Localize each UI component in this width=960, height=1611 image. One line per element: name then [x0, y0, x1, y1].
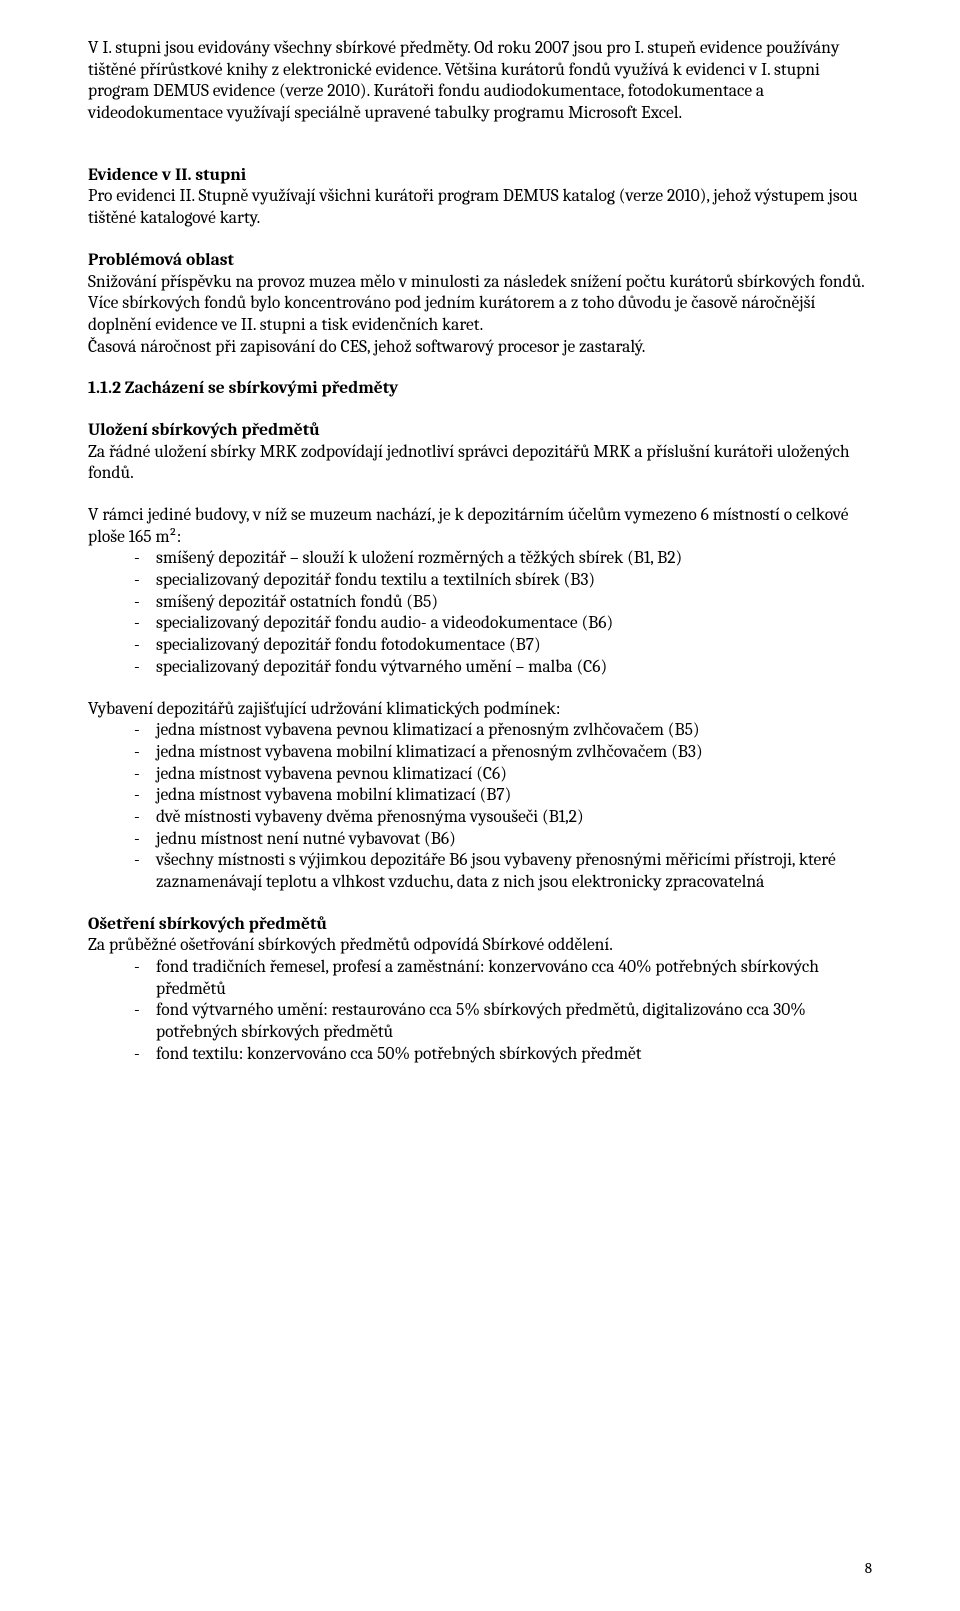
paragraph-problem-2: Časová náročnost při zapisování do CES, … [88, 337, 872, 359]
list-equipment: jedna místnost vybavena pevnou klimatiza… [88, 720, 872, 894]
list-item: specializovaný depozitář fondu audio- a … [88, 613, 872, 635]
document-page: V I. stupni jsou evidovány všechny sbírk… [0, 0, 960, 1611]
list-item: fond výtvarného umění: restaurováno cca … [88, 1000, 872, 1043]
list-item: dvě místnosti vybaveny dvěma přenosnýma … [88, 807, 872, 829]
list-item: fond tradičních řemesel, profesí a zaměs… [88, 957, 872, 1000]
list-item: jedna místnost vybavena mobilní klimatiz… [88, 742, 872, 764]
list-depositories: smíšený depozitář – slouží k uložení roz… [88, 548, 872, 678]
list-item: jedna místnost vybavena mobilní klimatiz… [88, 785, 872, 807]
paragraph-problem-1: Snižování příspěvku na provoz muzea mělo… [88, 272, 872, 337]
list-item: specializovaný depozitář fondu textilu a… [88, 570, 872, 592]
heading-evidence-ii: Evidence v II. stupni [88, 165, 872, 187]
paragraph-evidence-ii: Pro evidenci II. Stupně využívají všichn… [88, 186, 872, 229]
page-number: 8 [865, 1559, 872, 1577]
list-item: všechny místnosti s výjimkou depozitáře … [88, 850, 872, 893]
list-item: smíšený depozitář – slouží k uložení roz… [88, 548, 872, 570]
heading-ulozeni: Uložení sbírkových předmětů [88, 420, 872, 442]
heading-112: 1.1.2 Zacházení se sbírkovými předměty [88, 378, 872, 400]
list-item: fond textilu: konzervováno cca 50% potře… [88, 1044, 872, 1066]
paragraph-rooms-intro: V rámci jediné budovy, v níž se muzeum n… [88, 505, 872, 548]
paragraph-equipment-intro: Vybavení depozitářů zajišťující udržován… [88, 699, 872, 721]
list-item: jednu místnost není nutné vybavovat (B6) [88, 829, 872, 851]
list-conservation: fond tradičních řemesel, profesí a zaměs… [88, 957, 872, 1065]
heading-osetreni: Ošetření sbírkových předmětů [88, 914, 872, 936]
paragraph-intro: V I. stupni jsou evidovány všechny sbírk… [88, 38, 872, 125]
list-item: specializovaný depozitář fondu fotodokum… [88, 635, 872, 657]
list-item: jedna místnost vybavena pevnou klimatiza… [88, 720, 872, 742]
list-item: jedna místnost vybavena pevnou klimatiza… [88, 764, 872, 786]
paragraph-ulozeni: Za řádné uložení sbírky MRK zodpovídají … [88, 442, 872, 485]
paragraph-osetreni: Za průběžné ošetřování sbírkových předmě… [88, 935, 872, 957]
heading-problem-area: Problémová oblast [88, 250, 872, 272]
list-item: specializovaný depozitář fondu výtvarnéh… [88, 657, 872, 679]
list-item: smíšený depozitář ostatních fondů (B5) [88, 592, 872, 614]
